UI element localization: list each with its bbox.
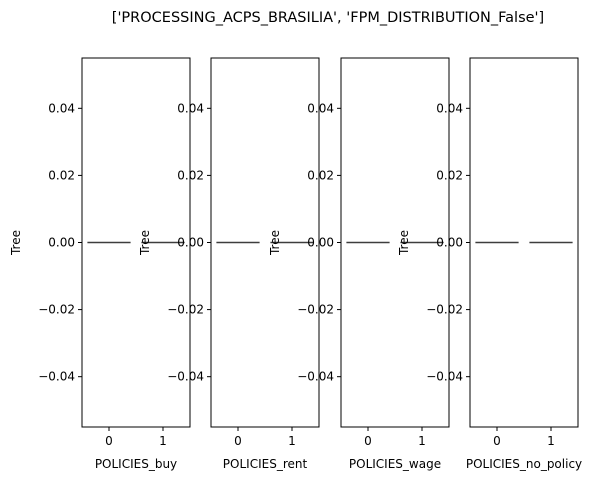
y-tick-label: −0.02 (426, 303, 463, 317)
y-tick-label: −0.02 (38, 303, 75, 317)
x-axis-label: POLICIES_buy (95, 457, 177, 471)
x-axis-label: POLICIES_wage (349, 457, 441, 471)
y-tick-label: 0.04 (177, 101, 204, 115)
x-tick-label: 0 (364, 434, 372, 448)
panel-1: 0.04 0.02 0.00 −0.02 −0.04 0 1 POLICIES_rent Tre… (138, 57, 320, 471)
y-axis-label: Tree (397, 230, 411, 256)
panel-2: 0.04 0.02 0.00 −0.02 −0.04 0 1 POLICIES_wage Tre… (268, 57, 450, 471)
x-tick-label: 1 (418, 434, 426, 448)
y-axis-label: Tree (138, 230, 152, 256)
x-tick-label: 0 (105, 434, 113, 448)
y-tick-label: 0.04 (436, 101, 463, 115)
panels: 0.04 0.02 0.00 −0.02 −0.04 0 1 POLICIES_buy Tree… (9, 57, 582, 471)
y-tick-label: 0.02 (307, 168, 334, 182)
y-tick-label: −0.02 (297, 303, 334, 317)
y-tick-label: 0.00 (436, 236, 463, 250)
x-tick-label: 0 (234, 434, 242, 448)
y-tick-label: 0.04 (48, 101, 75, 115)
x-tick-label: 1 (547, 434, 555, 448)
y-tick-label: −0.02 (167, 303, 204, 317)
y-axis-label: Tree (268, 230, 282, 256)
x-axis-label: POLICIES_rent (223, 457, 308, 471)
y-tick-label: 0.00 (177, 236, 204, 250)
x-tick-label: 1 (159, 434, 167, 448)
x-tick-label: 1 (288, 434, 296, 448)
y-axis-label: Tree (9, 230, 23, 256)
y-tick-label: 0.02 (436, 168, 463, 182)
y-tick-label: 0.00 (307, 236, 334, 250)
x-tick-label: 0 (493, 434, 501, 448)
x-axis-label: POLICIES_no_policy (466, 457, 582, 471)
y-tick-label: −0.04 (297, 370, 334, 384)
y-tick-label: 0.02 (48, 168, 75, 182)
panel-0: 0.04 0.02 0.00 −0.02 −0.04 0 1 POLICIES_buy Tree (9, 57, 191, 471)
y-tick-label: 0.00 (48, 236, 75, 250)
y-tick-label: 0.02 (177, 168, 204, 182)
chart-title: ['PROCESSING_ACPS_BRASILIA', 'FPM_DISTRI… (112, 10, 544, 26)
y-tick-label: −0.04 (38, 370, 75, 384)
y-tick-label: −0.04 (167, 370, 204, 384)
panel-3: 0.04 0.02 0.00 −0.02 −0.04 0 1 POLICIES_no_poli… (397, 57, 582, 471)
y-tick-label: 0.04 (307, 101, 334, 115)
y-tick-label: −0.04 (426, 370, 463, 384)
